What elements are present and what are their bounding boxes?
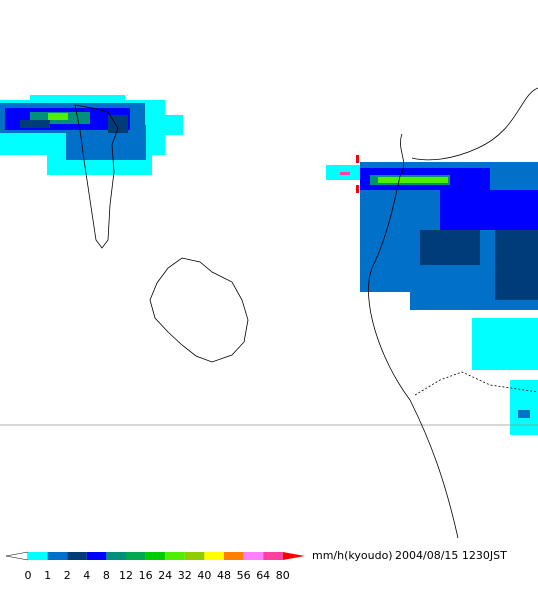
legend-level-label: 2	[64, 569, 71, 582]
legend-level-label: 56	[237, 569, 251, 582]
legend-level-label: 24	[158, 569, 172, 582]
legend-swatch	[86, 552, 107, 560]
legend-swatch	[47, 552, 68, 560]
legend-level-label: 16	[139, 569, 153, 582]
legend-swatch	[165, 552, 185, 560]
timestamp: 2004/08/15 1230JST	[395, 549, 507, 562]
legend-level-label: 32	[178, 569, 192, 582]
legend-level-label: 48	[217, 569, 231, 582]
legend-swatch	[106, 552, 126, 560]
rain-right	[326, 155, 538, 435]
legend-level-label: 0	[25, 569, 32, 582]
legend-swatch	[145, 552, 166, 560]
legend-swatch	[204, 552, 224, 560]
legend-arrow-high	[282, 552, 305, 560]
coastlines	[74, 87, 538, 539]
legend: 0 1 2 4 8 12 16 24 32 40 48 56 64 80	[5, 551, 305, 582]
legend-level-label: 8	[103, 569, 110, 582]
legend-swatch	[28, 552, 48, 560]
legend-swatch	[263, 552, 283, 560]
legend-level-label: 64	[256, 569, 270, 582]
legend-level-label: 4	[83, 569, 90, 582]
legend-swatch	[243, 552, 264, 560]
legend-level-label: 1	[44, 569, 51, 582]
legend-level-label: 80	[276, 569, 290, 582]
legend-swatch	[67, 552, 87, 560]
legend-swatch	[126, 552, 146, 560]
rain-left	[0, 95, 183, 175]
legend-unit: mm/h(kyoudo)	[312, 549, 393, 562]
legend-swatch	[224, 552, 244, 560]
legend-swatch	[184, 552, 205, 560]
legend-level-label: 12	[119, 569, 133, 582]
legend-level-label: 40	[197, 569, 211, 582]
legend-arrow-low	[5, 551, 29, 561]
